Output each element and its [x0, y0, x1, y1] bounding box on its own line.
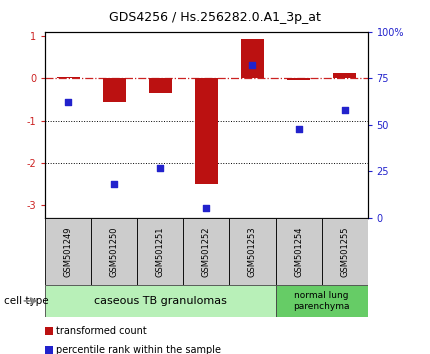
- Bar: [195, 78, 218, 184]
- Text: GSM501251: GSM501251: [156, 226, 165, 276]
- Text: transformed count: transformed count: [56, 326, 147, 336]
- Bar: [45, 285, 276, 317]
- Text: cell type: cell type: [4, 296, 49, 306]
- Text: normal lung
parenchyma: normal lung parenchyma: [293, 291, 350, 310]
- Bar: [149, 78, 172, 93]
- Bar: [322, 218, 368, 285]
- Text: percentile rank within the sample: percentile rank within the sample: [56, 346, 221, 354]
- Text: GDS4256 / Hs.256282.0.A1_3p_at: GDS4256 / Hs.256282.0.A1_3p_at: [109, 11, 321, 24]
- Bar: [276, 285, 368, 317]
- Text: GSM501252: GSM501252: [202, 226, 211, 276]
- Bar: [287, 78, 310, 80]
- Bar: [183, 218, 230, 285]
- Point: [203, 206, 210, 211]
- Bar: [333, 73, 356, 78]
- Text: GSM501254: GSM501254: [294, 226, 303, 276]
- Text: GSM501249: GSM501249: [64, 226, 73, 276]
- Point: [111, 181, 118, 187]
- Bar: [241, 39, 264, 78]
- Point: [65, 100, 72, 105]
- Point: [249, 62, 256, 68]
- Text: GSM501255: GSM501255: [340, 226, 349, 276]
- Point: [157, 165, 164, 170]
- Point: [341, 107, 348, 113]
- Bar: [103, 78, 126, 102]
- Text: GSM501250: GSM501250: [110, 226, 119, 276]
- Bar: [45, 218, 91, 285]
- Text: caseous TB granulomas: caseous TB granulomas: [94, 296, 227, 306]
- Bar: [137, 218, 183, 285]
- Bar: [230, 218, 276, 285]
- Text: GSM501253: GSM501253: [248, 226, 257, 277]
- Point: [295, 126, 302, 131]
- Bar: [276, 218, 322, 285]
- Bar: [91, 218, 137, 285]
